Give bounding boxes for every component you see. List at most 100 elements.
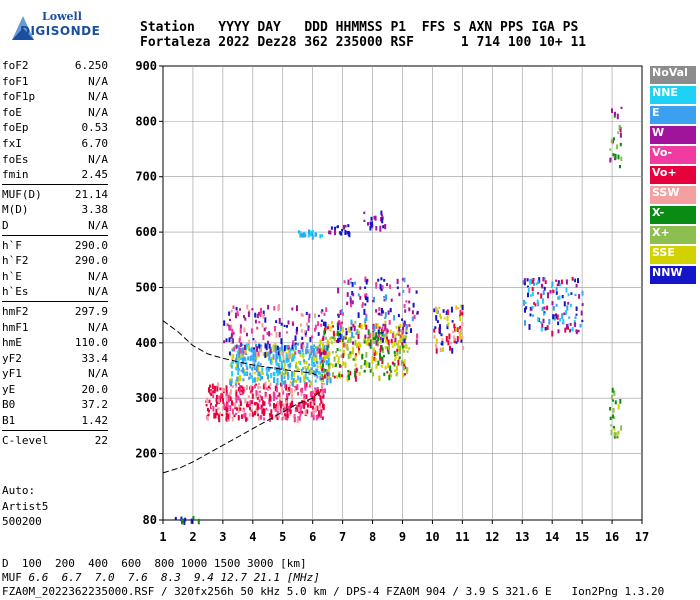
- echo-point: [237, 387, 240, 392]
- echo-point: [278, 347, 281, 352]
- echo-point: [237, 313, 240, 317]
- echo-point: [321, 389, 324, 395]
- echo-point: [619, 132, 622, 138]
- echo-point: [383, 335, 386, 340]
- echo-point: [533, 282, 535, 286]
- echo-point: [239, 400, 242, 407]
- echo-point: [352, 358, 355, 361]
- param-name: yF2: [2, 351, 22, 365]
- echo-point: [332, 372, 334, 377]
- echo-point: [258, 399, 261, 403]
- echo-point: [404, 343, 407, 346]
- echo-point: [354, 281, 357, 285]
- echo-point: [291, 307, 294, 311]
- param-value: 22: [94, 433, 108, 447]
- echo-point: [214, 413, 217, 419]
- echo-point: [273, 371, 276, 377]
- echo-point: [364, 276, 367, 282]
- echo-point: [327, 367, 330, 372]
- param-row: h`F2 290.0: [2, 253, 108, 269]
- echo-point: [319, 403, 321, 407]
- echo-point: [326, 344, 329, 351]
- x-tick-label: 10: [425, 530, 439, 544]
- echo-point: [547, 292, 549, 299]
- echo-point: [222, 406, 224, 411]
- echo-point: [260, 307, 262, 314]
- echo-point: [371, 300, 374, 303]
- legend-item: Vo+: [650, 166, 696, 184]
- echo-point: [300, 312, 303, 317]
- param-row: fxI 6.70: [2, 136, 108, 152]
- echo-point: [239, 408, 242, 411]
- echo-point: [257, 371, 260, 377]
- echo-point: [455, 341, 458, 344]
- echo-point: [256, 313, 259, 319]
- echo-point: [383, 278, 386, 282]
- echo-point: [262, 400, 265, 406]
- echo-point: [359, 343, 362, 347]
- echo-point: [190, 518, 193, 524]
- echo-point: [276, 371, 279, 377]
- echo-point: [549, 290, 552, 294]
- echo-point: [527, 287, 530, 293]
- echo-point: [223, 403, 226, 409]
- echo-point: [353, 325, 356, 332]
- echo-point: [287, 320, 290, 325]
- echo-point: [324, 388, 326, 394]
- echo-point: [375, 226, 378, 231]
- echo-point: [391, 342, 394, 345]
- echo-point: [560, 279, 563, 285]
- echo-point: [339, 322, 342, 328]
- echo-point: [228, 337, 231, 343]
- echo-point: [553, 315, 556, 321]
- echo-point: [381, 285, 384, 289]
- echo-point: [359, 295, 362, 300]
- echo-point: [319, 361, 322, 367]
- echo-point: [295, 361, 298, 366]
- echo-point: [396, 351, 399, 356]
- echo-point: [342, 361, 345, 366]
- echo-point: [571, 276, 574, 281]
- echo-point: [314, 324, 317, 330]
- echo-point: [574, 278, 576, 283]
- echo-point: [354, 371, 357, 377]
- echo-point: [317, 332, 320, 336]
- echo-point: [255, 390, 258, 396]
- echo-point: [246, 417, 249, 421]
- echo-point: [246, 366, 249, 371]
- echo-point: [286, 360, 289, 363]
- echo-point: [274, 326, 276, 332]
- echo-point: [255, 402, 258, 405]
- echo-point: [539, 321, 542, 324]
- echo-point: [402, 326, 404, 330]
- echo-point: [257, 361, 260, 364]
- echo-point: [283, 324, 286, 327]
- echo-point: [247, 311, 250, 317]
- echo-point: [301, 348, 304, 353]
- echo-point: [368, 342, 371, 347]
- echo-point: [275, 320, 278, 324]
- echo-point: [235, 357, 238, 364]
- echo-point: [316, 347, 319, 354]
- echo-point: [288, 393, 291, 396]
- echo-point: [567, 293, 570, 297]
- echo-point: [609, 158, 612, 163]
- echo-point: [447, 340, 450, 346]
- echo-point: [341, 228, 344, 232]
- echo-point: [277, 405, 280, 411]
- param-name: foE: [2, 105, 22, 119]
- echo-point: [284, 413, 287, 417]
- echo-point: [282, 359, 285, 363]
- upper-profile-line: [162, 320, 319, 377]
- echo-point: [383, 372, 386, 377]
- echo-point: [237, 368, 240, 371]
- echo-point: [250, 328, 253, 334]
- echo-point: [319, 389, 322, 393]
- echo-point: [310, 367, 313, 370]
- echo-point: [231, 402, 234, 406]
- echo-point: [358, 350, 361, 355]
- echo-point: [404, 309, 407, 313]
- param-name: B0: [2, 398, 16, 412]
- echo-point: [433, 308, 436, 313]
- param-name: foF2: [2, 59, 29, 72]
